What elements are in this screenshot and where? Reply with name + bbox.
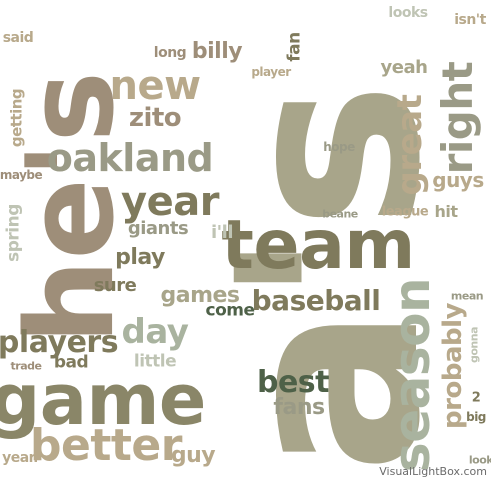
- cloud-word: league: [381, 204, 429, 220]
- cloud-word: trade: [10, 359, 42, 373]
- cloud-word: guys: [432, 168, 484, 192]
- cloud-word: billy: [191, 39, 243, 64]
- cloud-word: players: [0, 325, 119, 360]
- cloud-word: beane: [322, 207, 358, 221]
- cloud-word: he's: [2, 71, 141, 345]
- cloud-word: right: [433, 61, 482, 175]
- cloud-word: day: [121, 312, 189, 352]
- cloud-word: better: [30, 420, 182, 471]
- cloud-word: probably: [438, 303, 468, 429]
- cloud-word: come: [205, 300, 256, 321]
- cloud-word: gonna: [467, 326, 481, 364]
- cloud-word: baseball: [251, 284, 381, 317]
- cloud-word: looks: [388, 5, 428, 21]
- cloud-word: player: [251, 65, 291, 79]
- cloud-word: oakland: [46, 136, 214, 180]
- cloud-word: little: [133, 351, 177, 372]
- cloud-word: big: [466, 410, 486, 424]
- cloud-word: fans: [273, 395, 325, 420]
- cloud-word: sure: [93, 275, 137, 296]
- cloud-word: hit: [434, 202, 458, 221]
- cloud-word: 2: [471, 390, 481, 406]
- cloud-word: hope: [323, 140, 355, 154]
- cloud-word: mean: [450, 289, 484, 303]
- cloud-word: said: [2, 30, 34, 46]
- cloud-word: game: [0, 359, 206, 441]
- cloud-word: year.: [2, 450, 38, 466]
- cloud-word: getting: [7, 88, 26, 148]
- cloud-word: spring: [3, 204, 24, 262]
- cloud-word: team: [221, 206, 415, 285]
- cloud-word: i'll: [210, 222, 234, 243]
- cloud-word: new: [109, 63, 201, 109]
- cloud-word: bad: [53, 352, 89, 373]
- cloud-word: zito: [128, 103, 182, 133]
- cloud-word: fan: [284, 32, 305, 62]
- cloud-word: long: [153, 45, 187, 61]
- cloud-word: season: [383, 277, 441, 473]
- cloud-word: games: [160, 283, 240, 308]
- cloud-word: giants: [127, 218, 189, 239]
- cloud-word: isn't: [454, 12, 486, 28]
- cloud-word: play: [115, 245, 165, 270]
- cloud-word: maybe: [0, 168, 43, 182]
- cloud-word: yeah: [380, 57, 428, 78]
- cloud-word: year: [121, 179, 219, 225]
- cloud-word: look: [468, 453, 491, 467]
- cloud-word: guy: [170, 443, 216, 468]
- cloud-word: great: [390, 94, 430, 196]
- cloud-word: best: [256, 365, 330, 400]
- watermark-text: VisualLightBox.com: [379, 465, 487, 478]
